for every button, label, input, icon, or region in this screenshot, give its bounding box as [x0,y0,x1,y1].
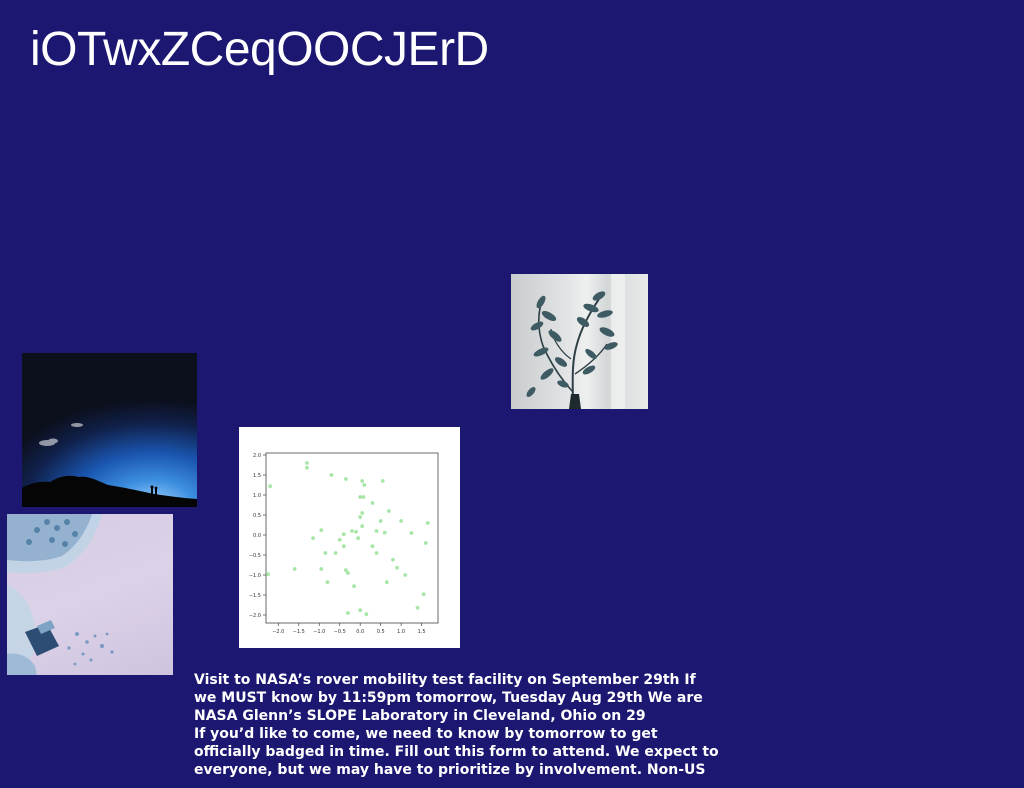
scatter-point [268,484,272,489]
still-life-image [7,514,173,675]
scatter-point [364,612,369,617]
announcement-text: Visit to NASA’s rover mobility test faci… [194,671,754,779]
scatter-point [305,465,309,470]
y-tick-label: −1.0 [249,573,261,579]
eucalyptus-plant [526,274,625,409]
scatter-point [423,541,428,545]
scatter-point [361,495,366,499]
scatter-point [350,529,354,533]
scatter-point [325,580,330,585]
y-tick-label: −2.0 [249,613,261,619]
scatter-point [386,509,391,513]
scatter-point [319,528,324,533]
scatter-point [399,519,404,523]
night-sky-image [22,353,197,507]
scatter-point [421,592,426,597]
scatter-point [341,544,346,549]
scatter-plot-svg: −2.0 −1.5 −1.0 −0.5 0.0 0.5 1.0 1.5 2.0 1.5 1.0 0.5… [249,452,439,635]
scatter-point [362,483,367,487]
scatter-point [292,567,297,571]
y-tick-label: 2.0 [253,453,261,459]
scatter-point [370,544,375,549]
still-life-scene [7,514,114,675]
x-tick-label: 1.0 [397,629,405,635]
scatter-point [380,479,385,483]
scatter-point [343,568,348,573]
y-tick-label: 1.5 [253,473,261,479]
x-tick-label: 1.5 [418,629,426,635]
scatter-point [346,611,350,615]
page-title: iOTwxZCeqOOCJErD [30,23,489,76]
scatter-point [356,536,361,541]
scatter-point [266,572,270,577]
scatter-point [305,461,309,465]
scatter-point [352,584,356,589]
x-tick-label: −1.0 [313,629,325,635]
y-tick-label: −1.5 [249,593,261,599]
announcement-line: we MUST know by 11:59pm tomorrow, Tuesda… [194,690,703,706]
scatter-point [360,479,365,483]
scatter-point [311,536,315,541]
x-tick-label: 0.0 [356,629,364,635]
scatter-point [319,567,324,571]
scatter-point [323,551,328,555]
scatter-point [346,571,350,575]
scatter-point [403,573,408,577]
scatter-point [382,530,387,535]
plot-frame [265,452,439,624]
x-tick-label: −0.5 [334,629,346,635]
scatter-point [358,515,363,519]
plant-image [511,274,648,409]
scatter-point [358,608,363,613]
y-tick-label: −0.5 [249,553,261,559]
scatter-point [395,565,399,570]
scatter-point [370,501,375,505]
y-tick-label: 1.0 [253,493,261,499]
y-tick-label: 0.5 [253,513,261,519]
scatter-point [343,477,348,481]
announcement-line: Visit to NASA’s rover mobility test faci… [194,672,696,688]
x-tick-label: −1.5 [293,629,305,635]
scatter-point [415,605,420,610]
scatter-point [360,524,365,529]
x-tick-label: −2.0 [272,629,284,635]
scatter-point [425,521,430,525]
scatter-point [384,580,389,585]
scatter-point [341,532,346,537]
announcement-line: If you’d like to come, we need to know b… [194,726,658,742]
x-tick-label: 0.5 [377,629,385,635]
scatter-point [329,473,334,477]
scatter-plot: −2.0 −1.5 −1.0 −0.5 0.0 0.5 1.0 1.5 2.0 1.5 1.0 0.5… [239,427,460,648]
scatter-point [354,529,358,534]
night-sky-silhouette [22,423,197,507]
scatter-point [409,531,414,535]
scatter-point [374,529,379,533]
scatter-point [333,551,338,555]
announcement-line: officially badged in time. Fill out this… [194,744,719,760]
scatter-point [360,511,365,515]
scatter-point [378,519,383,523]
scatter-point [337,537,342,542]
scatter-point [391,557,395,562]
scatter-point [374,551,379,555]
announcement-line: everyone, but we may have to prioritize … [194,762,706,778]
announcement-line: NASA Glenn’s SLOPE Laboratory in Clevela… [194,708,646,724]
scatter-point [358,495,363,499]
y-tick-label: 0.0 [253,533,261,539]
